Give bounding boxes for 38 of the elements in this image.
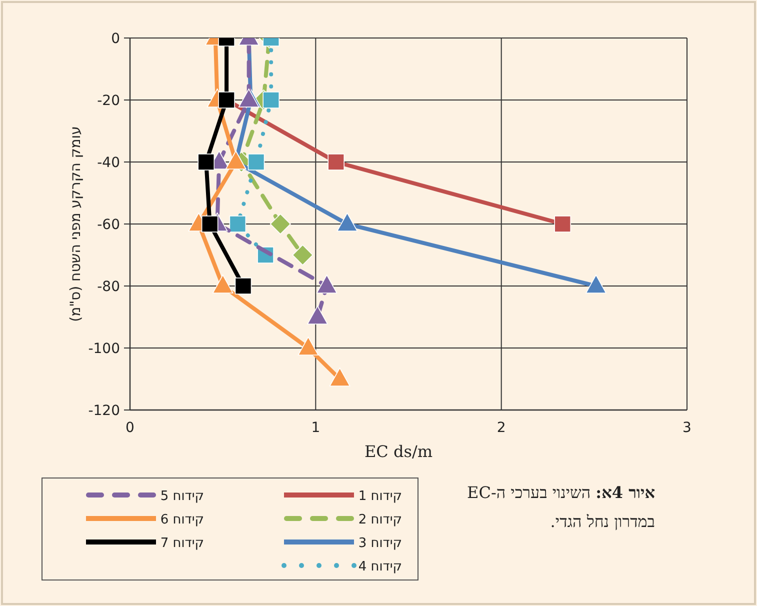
- legend-label: קידוח 1: [358, 489, 402, 504]
- x-tick-label: 2: [496, 420, 506, 436]
- legend-label: קידוח 3: [358, 536, 402, 551]
- y-tick-label: 0: [111, 31, 120, 47]
- x-tick-label: 0: [126, 420, 134, 436]
- legend-label: קידוח 6: [160, 512, 204, 528]
- x-tick-label: 3: [682, 420, 692, 436]
- point: [229, 216, 246, 232]
- text: איור 4א: השינוי בערכי ה-EC במדרון נחל הגדי.: [467, 483, 655, 531]
- point: [201, 216, 218, 232]
- legend-label: קידוח 5: [160, 489, 204, 504]
- point: [248, 154, 265, 170]
- point: [298, 336, 319, 356]
- point: [328, 154, 344, 170]
- y-tick-label: -40: [97, 155, 120, 171]
- point: [292, 244, 314, 266]
- x-tick-label: 1: [311, 420, 320, 436]
- y-tick-label: -20: [97, 93, 120, 109]
- legend-label: קידוח 7: [160, 536, 204, 551]
- point: [586, 274, 606, 294]
- legend-label: קידוח 2: [358, 512, 402, 528]
- point: [554, 216, 572, 232]
- point: [316, 274, 338, 294]
- y-axis-title: עומק הקרקע מפני השטח (ס"מ): [68, 126, 84, 322]
- point: [270, 214, 291, 234]
- point: [212, 274, 234, 294]
- point: [336, 212, 358, 232]
- y-tick-label: -60: [97, 217, 120, 233]
- y-tick-label: -80: [97, 279, 120, 295]
- point: [262, 92, 280, 108]
- point: [329, 368, 350, 386]
- point: [198, 154, 215, 170]
- y-tick-label: -100: [88, 341, 120, 357]
- y-tick-label: -120: [88, 403, 120, 419]
- point: [234, 278, 252, 294]
- x-axis-title: EC ds/m: [364, 442, 433, 461]
- legend-label: קידוח 4: [358, 560, 402, 574]
- point: [307, 306, 328, 324]
